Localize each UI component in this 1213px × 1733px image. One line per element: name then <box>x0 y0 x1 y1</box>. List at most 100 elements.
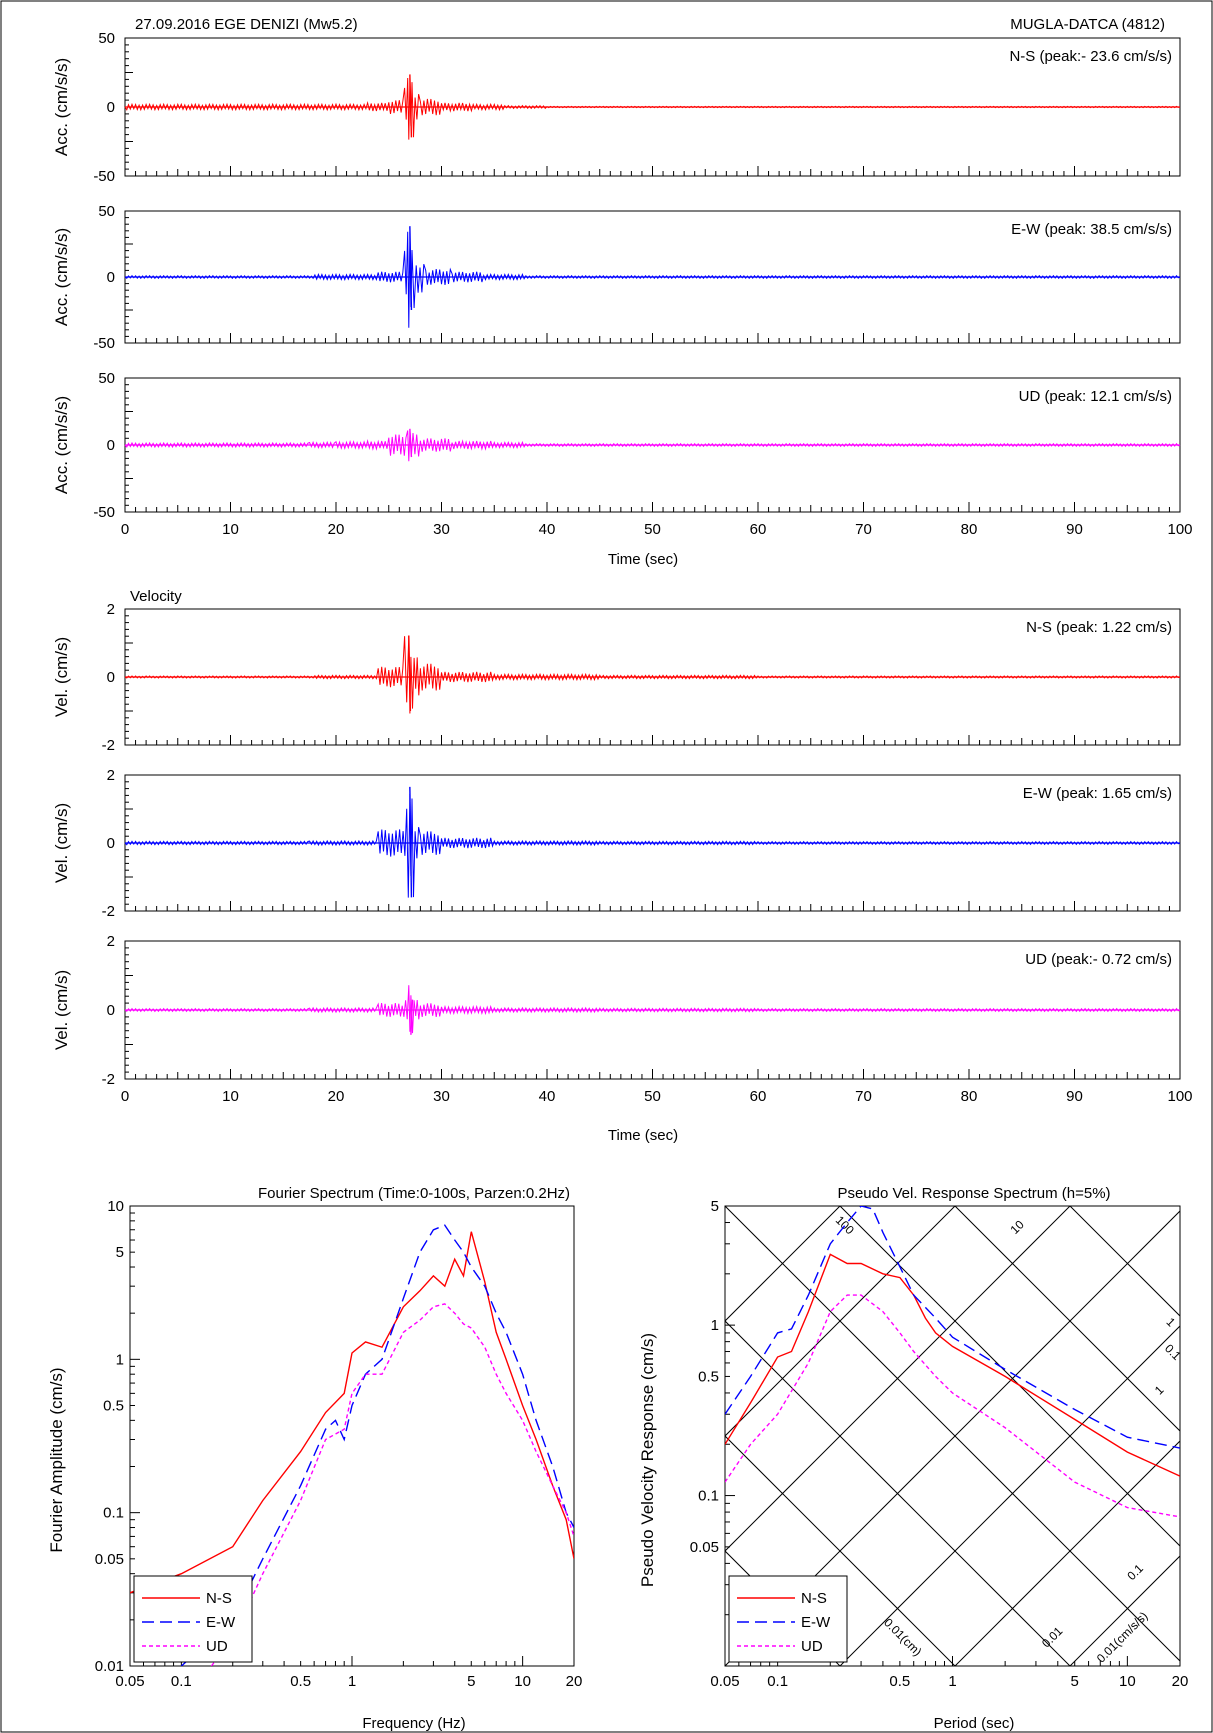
y-tick-label: 1 <box>711 1317 719 1334</box>
y-axis-label: Acc. (cm/s/s) <box>52 58 71 156</box>
station-title: MUGLA-DATCA (4812) <box>1010 16 1165 33</box>
x-tick-label: 5 <box>1071 1673 1079 1690</box>
y-tick-label: -2 <box>102 1071 115 1088</box>
y-tick-label: 0.05 <box>95 1551 124 1568</box>
x-tick-label: 70 <box>855 521 872 538</box>
x-tick-label: 10 <box>222 521 239 538</box>
x-tick-label: 50 <box>644 521 661 538</box>
x-tick-label: 100 <box>1167 1088 1192 1105</box>
x-tick-label: 90 <box>1066 521 1083 538</box>
x-tick-label: 1 <box>948 1673 956 1690</box>
peak-annotation: N-S (peak: 1.22 cm/s) <box>1026 619 1172 636</box>
y-axis-label: Vel. (cm/s) <box>52 970 71 1050</box>
y-tick-label: 2 <box>107 767 115 784</box>
psv-ylabel: Pseudo Velocity Response (cm/s) <box>638 1333 657 1587</box>
x-tick-label: 0.05 <box>115 1673 144 1690</box>
y-axis-label: Vel. (cm/s) <box>52 803 71 883</box>
x-tick-label: 0 <box>121 521 129 538</box>
legend-label: E-W <box>801 1614 831 1631</box>
tripartite-line <box>725 1206 956 1437</box>
velocity-section-label: Velocity <box>130 588 182 605</box>
tripartite-line <box>725 1435 956 1666</box>
series-line-ud <box>210 1303 574 1666</box>
legend-label: UD <box>801 1638 823 1655</box>
x-tick-label: 0.5 <box>290 1673 311 1690</box>
x-tick-label: 0.1 <box>767 1673 788 1690</box>
fourier-ylabel: Fourier Amplitude (cm/s) <box>47 1367 66 1552</box>
y-tick-label: 0 <box>107 669 115 686</box>
tripartite-line <box>1069 1555 1180 1666</box>
waveform-n-s <box>124 77 1181 140</box>
x-tick-label: 30 <box>433 521 450 538</box>
y-tick-label: -50 <box>93 504 115 521</box>
y-tick-label: 10 <box>107 1198 124 1215</box>
peak-annotation: N-S (peak:- 23.6 cm/s/s) <box>1009 48 1172 65</box>
legend-label: N-S <box>206 1590 232 1607</box>
legend-label: E-W <box>206 1614 236 1631</box>
y-tick-label: 0.01 <box>95 1658 124 1675</box>
y-axis-label: Acc. (cm/s/s) <box>52 228 71 326</box>
peak-annotation: E-W (peak: 1.65 cm/s) <box>1023 785 1172 802</box>
peak-annotation: UD (peak:- 0.72 cm/s) <box>1025 951 1172 968</box>
x-tick-label: 20 <box>328 1088 345 1105</box>
waveform-ud <box>124 430 1181 462</box>
x-tick-label: 10 <box>514 1673 531 1690</box>
x-tick-label: 20 <box>328 521 345 538</box>
y-tick-label: 0.05 <box>690 1539 719 1556</box>
y-tick-label: 0 <box>107 1002 115 1019</box>
peak-spike <box>409 226 413 311</box>
tripartite-line <box>954 1206 1180 1432</box>
x-tick-label: 90 <box>1066 1088 1083 1105</box>
tripartite-grid <box>725 1206 1180 1666</box>
vel-time-axis-label: Time (sec) <box>608 1127 678 1144</box>
y-tick-label: 0 <box>107 437 115 454</box>
x-tick-label: 0.1 <box>171 1673 192 1690</box>
y-tick-label: -2 <box>102 903 115 920</box>
series-line-e-w <box>725 1206 1180 1449</box>
legend-box <box>133 1575 253 1663</box>
y-tick-label: -50 <box>93 335 115 352</box>
peak-spike <box>409 74 413 138</box>
acc-time-axis-label: Time (sec) <box>608 551 678 568</box>
peak-annotation: UD (peak: 12.1 cm/s/s) <box>1019 388 1172 405</box>
y-tick-label: -2 <box>102 737 115 754</box>
peak-spike <box>409 786 413 898</box>
waveform-ud <box>124 985 1181 1034</box>
x-tick-label: 100 <box>1167 521 1192 538</box>
y-tick-label: 50 <box>98 203 115 220</box>
psv-xlabel: Period (sec) <box>934 1715 1015 1732</box>
y-tick-label: 0.5 <box>698 1368 719 1385</box>
y-tick-label: 50 <box>98 370 115 387</box>
psv-title: Pseudo Vel. Response Spectrum (h=5%) <box>837 1185 1110 1202</box>
series-line-n-s <box>130 1231 574 1594</box>
x-tick-label: 50 <box>644 1088 661 1105</box>
waveform-e-w <box>124 793 1181 898</box>
x-tick-label: 10 <box>1119 1673 1136 1690</box>
y-tick-label: 1 <box>116 1351 124 1368</box>
peak-annotation: E-W (peak: 38.5 cm/s/s) <box>1011 221 1172 238</box>
x-tick-label: 80 <box>961 521 978 538</box>
y-tick-label: 0 <box>107 835 115 852</box>
y-tick-label: 0.5 <box>103 1397 124 1414</box>
x-tick-label: 20 <box>566 1673 583 1690</box>
y-axis-label: Acc. (cm/s/s) <box>52 396 71 494</box>
y-tick-label: -50 <box>93 168 115 185</box>
y-tick-label: 5 <box>711 1198 719 1215</box>
y-tick-label: 0 <box>107 99 115 116</box>
fourier-xlabel: Frequency (Hz) <box>362 1715 465 1732</box>
y-tick-label: 0.1 <box>698 1488 719 1505</box>
x-tick-label: 1 <box>348 1673 356 1690</box>
x-tick-label: 30 <box>433 1088 450 1105</box>
fourier-title: Fourier Spectrum (Time:0-100s, Parzen:0.… <box>258 1185 570 1202</box>
x-tick-label: 40 <box>539 1088 556 1105</box>
x-tick-label: 10 <box>222 1088 239 1105</box>
peak-spike <box>408 635 412 712</box>
tripartite-line <box>725 1206 841 1322</box>
tripartite-line <box>954 1440 1180 1666</box>
tripartite-line <box>725 1206 1071 1552</box>
series-line-n-s <box>725 1253 1180 1477</box>
tripartite-line <box>1069 1206 1180 1317</box>
legend-box <box>728 1575 848 1663</box>
